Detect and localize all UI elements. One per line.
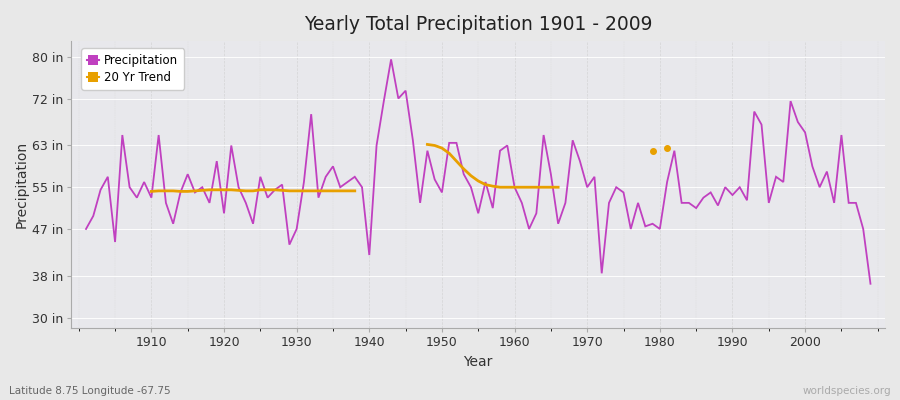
X-axis label: Year: Year	[464, 355, 493, 369]
Text: Latitude 8.75 Longitude -67.75: Latitude 8.75 Longitude -67.75	[9, 386, 171, 396]
Text: worldspecies.org: worldspecies.org	[803, 386, 891, 396]
Legend: Precipitation, 20 Yr Trend: Precipitation, 20 Yr Trend	[82, 48, 184, 90]
Title: Yearly Total Precipitation 1901 - 2009: Yearly Total Precipitation 1901 - 2009	[304, 15, 652, 34]
Y-axis label: Precipitation: Precipitation	[15, 141, 29, 228]
